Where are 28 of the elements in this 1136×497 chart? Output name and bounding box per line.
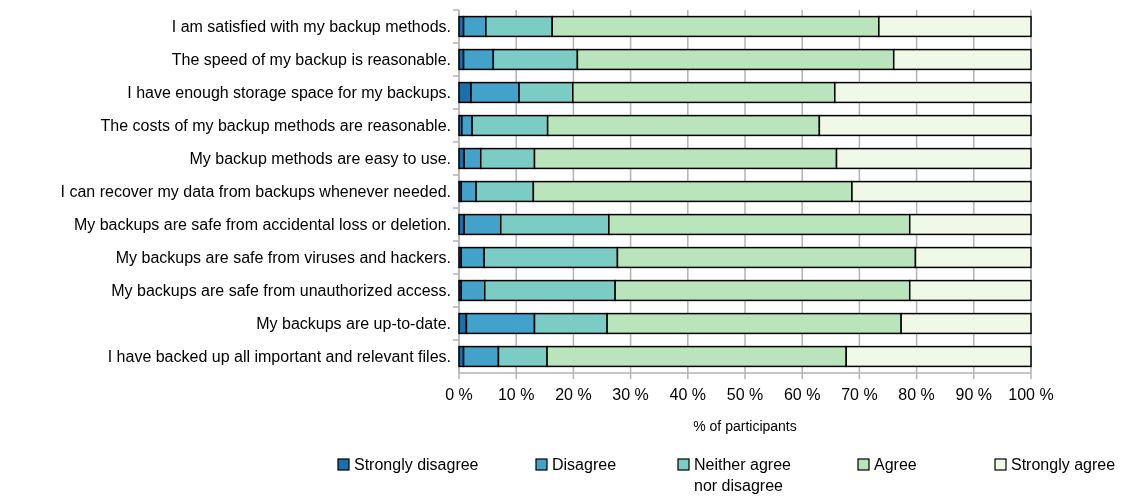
y-tick-label: My backups are safe from accidental loss or deletion.: [73, 216, 451, 234]
x-tick-label: 90 %: [955, 386, 993, 403]
y-tick-label: My backups are up-to-date.: [256, 315, 451, 333]
y-tick-label: The costs of my backup methods are reasonable.: [100, 117, 451, 135]
y-tick-label: The speed of my backup is reasonable.: [171, 51, 451, 69]
y-tick-label: I can recover my data from backups whenever needed.: [60, 183, 451, 201]
y-tick-label: I have backed up all important and relevant files.: [107, 348, 451, 366]
x-tick-label: 20 %: [555, 386, 592, 403]
legend-label: Neither agree nor disagree: [694, 456, 792, 495]
legend-label: Strongly disagree: [354, 456, 479, 474]
x-tick-label: 70 %: [841, 386, 878, 403]
legend-label: Strongly agree: [1011, 456, 1116, 474]
y-tick-label: My backups are safe from viruses and hackers.: [115, 249, 451, 267]
x-tick-label: 0 %: [445, 386, 473, 403]
y-tick-label: My backup methods are easy to use.: [189, 150, 451, 168]
x-tick-label: 100 %: [1008, 386, 1054, 403]
legend-label: Agree: [874, 456, 917, 474]
y-tick-label: I am satisfied with my backup methods.: [171, 18, 451, 36]
x-tick-label: 50 %: [726, 386, 764, 403]
x-tick-label: 30 %: [612, 386, 649, 403]
x-tick-label: 80 %: [898, 386, 935, 403]
x-tick-label: 40 %: [669, 386, 707, 403]
y-tick-label: I have enough storage space for my backups.: [127, 84, 451, 102]
x-tick-label: 60 %: [783, 386, 821, 403]
legend-label: Disagree: [552, 456, 617, 474]
x-tick-label: 10 %: [497, 386, 535, 403]
x-axis-title: % of participants: [693, 418, 797, 434]
y-tick-label: My backups are safe from unauthorized access.: [111, 282, 451, 300]
